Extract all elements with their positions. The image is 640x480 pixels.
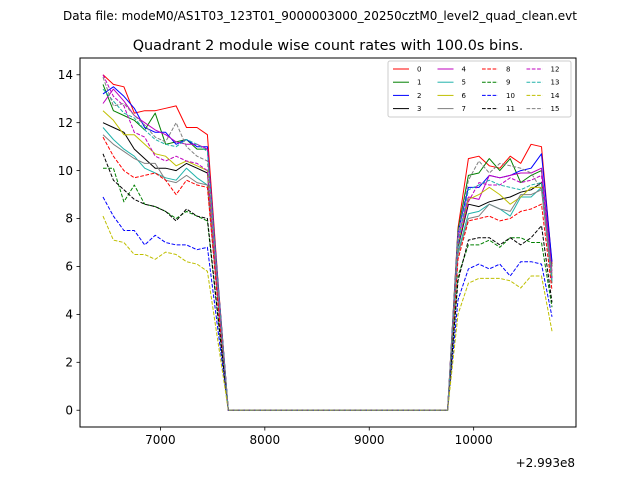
- legend-label-7: 7: [462, 105, 466, 113]
- legend-label-3: 3: [417, 105, 421, 113]
- legend-label-0: 0: [417, 66, 421, 74]
- y-tick-label: 12: [58, 116, 73, 130]
- legend-label-1: 1: [417, 79, 421, 87]
- figure-suptitle: Data file: modeM0/AS1T03_123T01_90000030…: [63, 9, 577, 23]
- y-tick-label: 4: [65, 308, 73, 322]
- legend-label-14: 14: [551, 92, 560, 100]
- series-line-10: [102, 196, 553, 411]
- legend-label-11: 11: [506, 105, 515, 113]
- chart-title: Quadrant 2 module wise count rates with …: [133, 38, 524, 54]
- legend-label-10: 10: [506, 92, 515, 100]
- legend-label-15: 15: [551, 105, 560, 113]
- x-tick-label: 9000: [354, 433, 385, 447]
- y-tick-label: 0: [65, 403, 73, 417]
- series-line-15: [102, 77, 553, 411]
- series-line-12: [102, 74, 553, 411]
- legend-label-4: 4: [462, 66, 467, 74]
- y-tick-label: 8: [65, 212, 73, 226]
- legend-label-13: 13: [551, 79, 560, 87]
- x-tick-label: 7000: [145, 433, 176, 447]
- legend-label-5: 5: [462, 79, 466, 87]
- y-tick-label: 14: [58, 68, 73, 82]
- legend-label-8: 8: [506, 66, 510, 74]
- legend-label-2: 2: [417, 92, 421, 100]
- axes-frame: [79, 57, 577, 428]
- legend-label-12: 12: [551, 66, 560, 74]
- legend-frame: [387, 60, 572, 118]
- y-tick-label: 2: [65, 356, 73, 370]
- x-axis-ticks: 7000 8000 9000 10000: [145, 427, 493, 447]
- y-tick-label: 10: [58, 164, 73, 178]
- legend-label-9: 9: [506, 79, 510, 87]
- x-tick-label: 8000: [250, 433, 281, 447]
- legend-label-6: 6: [462, 92, 467, 100]
- y-tick-label: 6: [65, 260, 73, 274]
- series-layer: [102, 74, 553, 411]
- x-axis-offset-label: +2.993e8: [516, 456, 575, 470]
- x-tick-label: 10000: [455, 433, 493, 447]
- y-axis-ticks: 0 2 4 6 8 10 12 14: [58, 68, 80, 417]
